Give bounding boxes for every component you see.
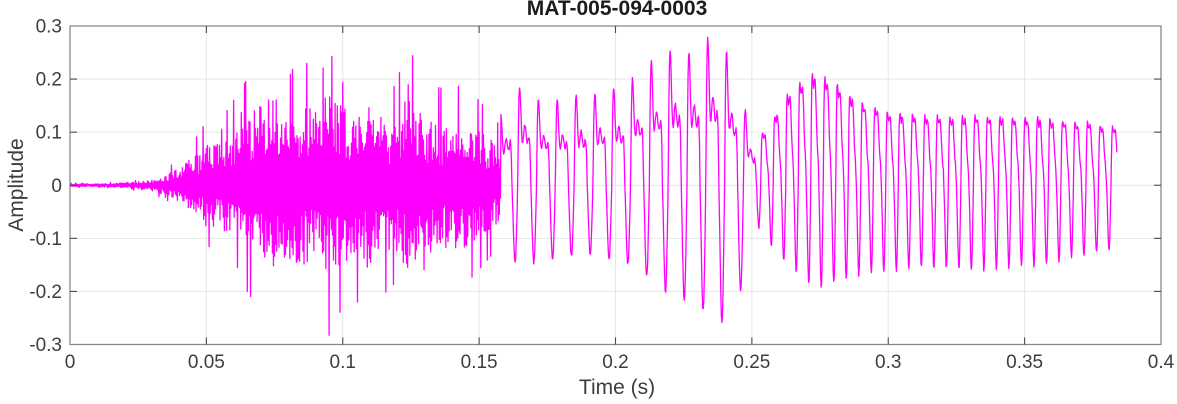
x-tick-label: 0.2 xyxy=(602,352,628,373)
x-tick-label: 0.25 xyxy=(733,352,770,373)
x-tick-label: 0.15 xyxy=(461,352,498,373)
x-tick-label: 0 xyxy=(65,352,76,373)
y-tick-label: 0.3 xyxy=(36,17,62,38)
x-tick-label: 0.35 xyxy=(1006,352,1043,373)
y-tick-label: 0 xyxy=(51,176,62,197)
y-tick-label: -0.3 xyxy=(29,335,62,356)
y-tick-label: 0.1 xyxy=(36,123,62,144)
y-tick-label: 0.2 xyxy=(36,70,62,91)
y-axis-label: Amplitude xyxy=(5,138,28,232)
y-tick-label: -0.2 xyxy=(29,282,62,303)
x-tick-label: 0.1 xyxy=(330,352,356,373)
x-tick-label: 0.3 xyxy=(875,352,901,373)
x-axis-label: Time (s) xyxy=(578,376,656,399)
waveform-line xyxy=(70,36,1118,336)
x-tick-label: 0.05 xyxy=(188,352,225,373)
x-tick-label: 0.4 xyxy=(1148,352,1175,373)
chart-title: MAT-005-094-0003 xyxy=(526,0,708,20)
y-tick-label: -0.1 xyxy=(29,229,62,250)
